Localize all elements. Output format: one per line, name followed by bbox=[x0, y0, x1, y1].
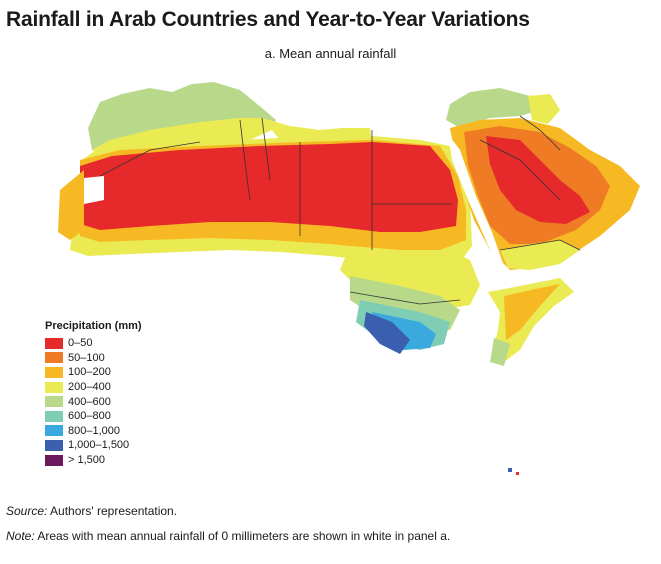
sudan-south-yellow bbox=[340, 246, 480, 310]
border-line bbox=[479, 139, 561, 201]
border-line bbox=[499, 239, 581, 251]
legend-label: 600–800 bbox=[68, 410, 111, 423]
legend-label: 200–400 bbox=[68, 381, 111, 394]
legend-item: 100–200 bbox=[45, 365, 142, 380]
legend-title: Precipitation (mm) bbox=[45, 320, 142, 332]
legend-item: 50–100 bbox=[45, 351, 142, 366]
legend-label: 100–200 bbox=[68, 366, 111, 379]
border-line bbox=[99, 141, 201, 177]
note-line: Note: Areas with mean annual rainfall of… bbox=[6, 529, 450, 543]
legend-item: 400–600 bbox=[45, 394, 142, 409]
precipitation-legend: Precipitation (mm) 0–50 50–100 100–200 2… bbox=[45, 320, 142, 467]
legend-label: > 1,500 bbox=[68, 454, 106, 467]
note-label: Note: bbox=[6, 529, 35, 543]
legend-label: 400–600 bbox=[68, 395, 111, 408]
comoros-island bbox=[508, 468, 512, 472]
legend-item: > 1,500 bbox=[45, 453, 142, 468]
legend-label: 800–1,000 bbox=[68, 424, 120, 437]
legend-label: 1,000–1,500 bbox=[68, 439, 130, 452]
south-sudan-darkblue bbox=[364, 312, 410, 354]
legend-swatch bbox=[45, 337, 63, 349]
yemen-highlands bbox=[500, 240, 580, 270]
panel-subtitle: a. Mean annual rainfall bbox=[264, 46, 397, 61]
border-line bbox=[261, 117, 271, 181]
border-line bbox=[519, 115, 561, 151]
legend-swatch bbox=[45, 396, 63, 408]
source-label: Source: bbox=[6, 504, 48, 518]
legend-swatch bbox=[45, 425, 63, 437]
western-sahara-white bbox=[84, 176, 104, 204]
country-borders bbox=[99, 115, 581, 305]
arabia-arid-core bbox=[486, 136, 590, 224]
source-line: Source: Authors' representation. bbox=[6, 504, 177, 518]
legend-item: 0–50 bbox=[45, 336, 142, 351]
legend-swatch bbox=[45, 439, 63, 451]
legend-swatch bbox=[45, 381, 63, 393]
iraq-north-zone bbox=[528, 94, 560, 124]
figure-title: Rainfall in Arab Countries and Year-to-Y… bbox=[6, 8, 530, 31]
legend-swatch bbox=[45, 454, 63, 466]
legend-label: 0–50 bbox=[68, 337, 93, 350]
horn-of-africa-orange bbox=[504, 284, 560, 340]
comoros-island bbox=[516, 472, 519, 475]
levant-coast-zone bbox=[446, 88, 540, 128]
western-sahara-coast bbox=[58, 170, 84, 240]
legend-label: 50–100 bbox=[68, 351, 105, 364]
north-africa-arid-core bbox=[80, 142, 458, 232]
source-text: Authors' representation. bbox=[47, 504, 178, 518]
legend-item: 200–400 bbox=[45, 380, 142, 395]
legend-swatch bbox=[45, 366, 63, 378]
legend-swatch bbox=[45, 410, 63, 422]
border-line bbox=[349, 291, 461, 305]
legend-swatch bbox=[45, 352, 63, 364]
legend-item: 1,000–1,500 bbox=[45, 438, 142, 453]
note-text: Areas with mean annual rainfall of 0 mil… bbox=[34, 529, 451, 543]
horn-of-africa-green bbox=[490, 338, 510, 366]
red-sea bbox=[448, 134, 504, 268]
border-line bbox=[239, 119, 251, 201]
legend-item: 600–800 bbox=[45, 409, 142, 424]
legend-item: 800–1,000 bbox=[45, 424, 142, 439]
